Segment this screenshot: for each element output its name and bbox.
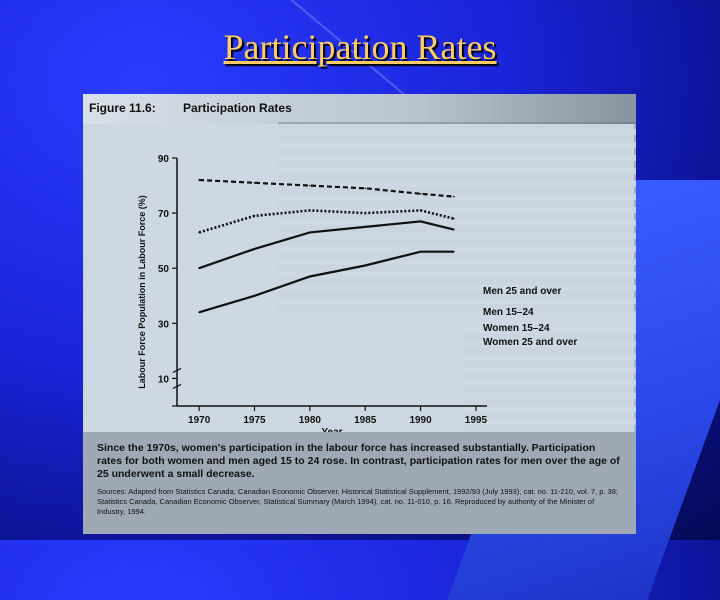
- y-tick-label: 70: [158, 209, 170, 220]
- series-line-2: [198, 220, 455, 270]
- chart-panel: 10 30 50 70 90 1970 1975 1980 1985 1990 1995 Year La…: [85, 124, 634, 436]
- data-point: [364, 264, 367, 267]
- x-tick-label: 1980: [299, 415, 322, 426]
- x-tick-label: 1970: [188, 415, 211, 426]
- y-axis-break-mark: [172, 383, 182, 389]
- figure-title: Participation Rates: [183, 101, 292, 115]
- data-point: [452, 217, 455, 220]
- data-point: [419, 193, 422, 195]
- series-line-3: [198, 250, 454, 314]
- y-tick-label: 90: [158, 154, 170, 165]
- data-point: [309, 184, 311, 187]
- data-point: [198, 179, 200, 181]
- legend-entry: Women 15–24: [483, 323, 550, 334]
- x-tick-label: 1985: [354, 415, 377, 426]
- data-point: [309, 231, 311, 234]
- y-axis-break-mark: [172, 367, 182, 373]
- caption-text: Since the 1970s, women's participation i…: [97, 442, 620, 480]
- legend-entry: Men 25 and over: [483, 286, 561, 297]
- y-tick-label: 50: [158, 264, 170, 275]
- data-point: [198, 267, 200, 270]
- data-point: [253, 182, 256, 184]
- y-axis-label: Labour Force Population in Labour Force …: [137, 195, 147, 389]
- data-point: [309, 209, 311, 212]
- series-line-1: [198, 209, 455, 234]
- data-point: [419, 220, 422, 223]
- y-tick-label: 10: [158, 374, 170, 385]
- data-point: [198, 231, 200, 234]
- legend-entry: Women 25 and over: [483, 337, 577, 348]
- x-tick-label: 1995: [465, 415, 488, 426]
- data-point: [198, 311, 200, 314]
- data-point: [419, 209, 422, 212]
- data-point: [364, 187, 367, 190]
- line-chart: 10 30 50 70 90 1970 1975 1980 1985 1990 1995 Year La…: [137, 154, 577, 436]
- x-axis-label: Year: [321, 427, 342, 436]
- caption-source: Sources: Adapted from Statistics Canada,…: [97, 487, 618, 516]
- data-point: [364, 226, 367, 228]
- x-tick-label: 1990: [409, 415, 432, 426]
- figure-header: Figure 11.6: Participation Rates: [83, 94, 636, 124]
- x-tick-label: 1975: [243, 415, 266, 426]
- data-point: [452, 250, 455, 253]
- y-tick-label: 30: [158, 319, 170, 330]
- figure-title-row: Figure 11.6: Participation Rates: [89, 101, 292, 115]
- data-point: [253, 248, 256, 250]
- data-point: [253, 294, 256, 297]
- data-point: [309, 275, 311, 278]
- data-point: [452, 228, 455, 231]
- slide-title: Participation Rates: [223, 27, 497, 67]
- figure-image: Figure 11.6: Participation Rates 10 30 50 7…: [83, 94, 636, 534]
- figure-caption: Since the 1970s, women's participation i…: [83, 432, 636, 534]
- data-point: [364, 212, 367, 214]
- figure-label: Figure 11.6:: [89, 101, 156, 115]
- data-point: [452, 195, 455, 198]
- data-point: [419, 250, 422, 253]
- legend-entry: Men 15–24: [483, 307, 534, 318]
- series-line-0: [199, 178, 454, 198]
- data-point: [253, 215, 256, 217]
